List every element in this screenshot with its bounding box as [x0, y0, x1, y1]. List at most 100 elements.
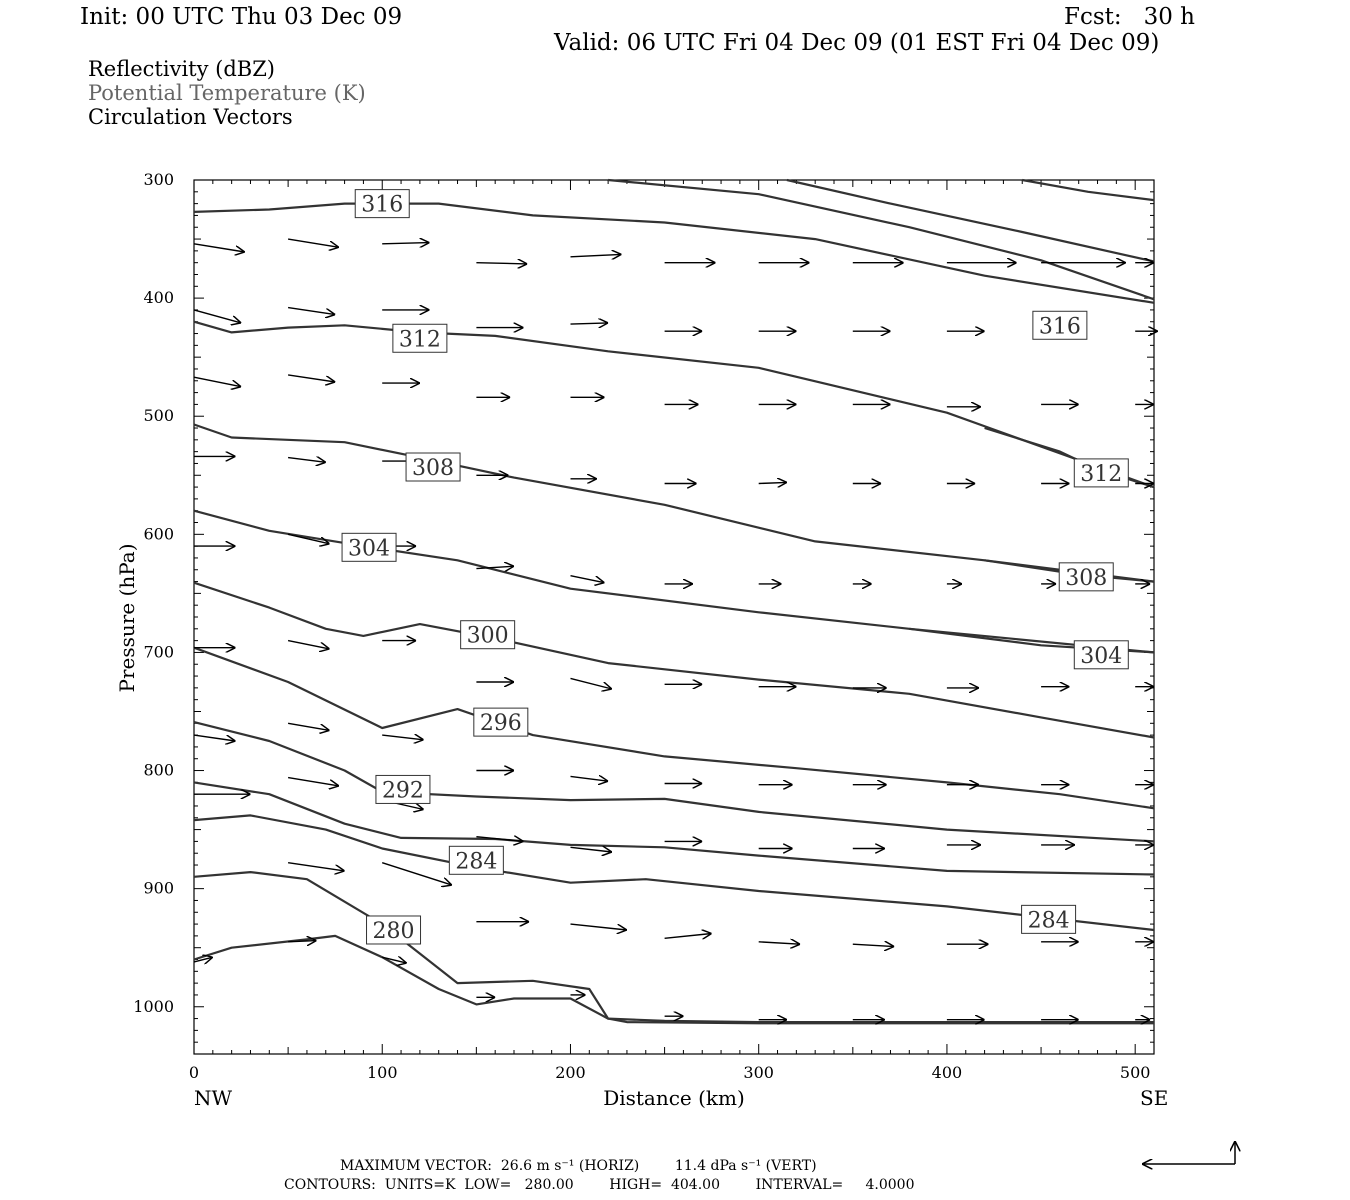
contour-label: 312	[399, 327, 441, 352]
theta-contour-line	[1022, 178, 1155, 202]
theta-contour-line	[193, 781, 1155, 876]
theta-contour-line	[193, 870, 1154, 1024]
circulation-vector	[570, 323, 609, 324]
theta-contour-line	[786, 178, 1155, 263]
contour-label-box	[473, 707, 529, 737]
contour-label-box	[1021, 904, 1077, 934]
circulation-vector	[287, 862, 345, 871]
contour-label: 308	[412, 456, 454, 481]
contour-label: 296	[480, 711, 522, 736]
circulation-vector	[287, 722, 329, 730]
contour-label: 284	[455, 849, 497, 874]
contour-label-box	[460, 620, 516, 650]
axis-ticks: 0 100 200 300 400 500 300 400 500 600 700 800 900 100…	[133, 170, 1155, 1082]
contour-label-box	[341, 532, 397, 562]
circulation-vector	[382, 243, 429, 244]
y-tick-label: 600	[143, 524, 174, 543]
circulation-vector	[287, 238, 339, 247]
axis-labels: Distance (km) NW SE Pressure (hPa)	[115, 544, 1168, 1110]
circulation-vector	[287, 533, 329, 544]
x-axis-right-label: SE	[1140, 1086, 1168, 1110]
circulation-vector	[382, 957, 407, 963]
circulation-vector	[758, 942, 800, 944]
init-time: Init: 00 UTC Thu 03 Dec 09	[80, 4, 403, 30]
forecast-hour: Fcst: 30 h	[1064, 4, 1195, 30]
contour-label: 304	[1080, 644, 1122, 669]
circulation-vector	[570, 847, 612, 852]
x-tick-label: 200	[555, 1063, 586, 1082]
theta-contour-line	[193, 509, 1155, 654]
contour-label-box	[366, 915, 422, 945]
circulation-vector	[570, 776, 609, 781]
circulation-vector	[476, 837, 523, 842]
valid-time: Valid: 06 UTC Fri 04 Dec 09 (01 EST Fri …	[554, 30, 1160, 56]
contour-label: 304	[348, 536, 390, 561]
contour-label: 316	[361, 193, 403, 218]
circulation-vector	[288, 941, 316, 942]
circulation-vector	[193, 376, 241, 387]
theta-contour-line	[193, 581, 1155, 739]
circulation-vector	[476, 566, 514, 568]
y-tick-label: 300	[143, 170, 174, 189]
theta-contour-line	[193, 423, 1155, 583]
contour-label: 300	[467, 624, 509, 649]
contour-label-box	[354, 189, 410, 219]
circulation-vector	[287, 374, 335, 382]
contour-label-box	[375, 774, 431, 804]
contour-label: 312	[1080, 462, 1122, 487]
theta-contour-line	[193, 721, 1155, 843]
theta-contour-line	[193, 646, 1155, 810]
contour-label: 280	[373, 919, 415, 944]
theta-contour-line	[607, 178, 1155, 301]
theta-contours	[193, 178, 1155, 1025]
circulation-vector	[193, 734, 235, 741]
circulation-vector	[288, 458, 326, 463]
circulation-vector	[287, 639, 329, 649]
plot-frame	[193, 179, 1155, 1055]
contour-label: 316	[1039, 314, 1081, 339]
contour-label-box	[1058, 562, 1114, 592]
x-tick-label: 500	[1120, 1063, 1151, 1082]
theta-contour-line	[193, 814, 1155, 932]
circulation-vector	[852, 944, 894, 946]
reference-vector	[1142, 1141, 1235, 1164]
y-tick-label: 700	[143, 642, 174, 661]
circulation-vector	[476, 263, 527, 264]
contour-label-box	[1073, 640, 1129, 670]
x-tick-label: 300	[743, 1063, 774, 1082]
circulation-vector	[570, 923, 627, 930]
circulation-vector	[287, 776, 339, 786]
contour-labels: 316 316 312 312 308 308 304 304 300 296 292 284 284 2…	[341, 189, 1129, 945]
theta-contour-line	[193, 202, 1155, 304]
legend-reflectivity: Reflectivity (dBZ)	[88, 57, 276, 81]
x-tick-label: 400	[932, 1063, 963, 1082]
contour-label-box	[1073, 458, 1129, 488]
contour-label: 284	[1028, 908, 1070, 933]
theta-contour-line	[193, 320, 1155, 489]
circulation-vector	[570, 254, 622, 256]
circulation-vector	[381, 862, 452, 885]
contour-label-box	[405, 452, 461, 482]
y-tick-label: 800	[143, 761, 174, 780]
circulation-vector	[758, 482, 787, 483]
x-tick-label: 0	[189, 1063, 199, 1082]
circulation-vector	[287, 306, 335, 315]
x-tick-label: 100	[367, 1063, 398, 1082]
circulation-vector	[193, 243, 245, 252]
contour-label-box	[1032, 310, 1088, 340]
x-axis-title: Distance (km)	[603, 1086, 745, 1110]
y-tick-label: 400	[143, 288, 174, 307]
contour-label-box	[448, 845, 504, 875]
circulation-vectors	[193, 238, 1158, 1020]
contour-label: 308	[1065, 566, 1107, 591]
y-tick-label: 500	[143, 406, 174, 425]
theta-contour-line	[193, 934, 1154, 1025]
contour-label-box	[392, 323, 448, 353]
y-tick-label: 900	[143, 879, 174, 898]
circulation-vector	[570, 575, 605, 583]
legend-potential-temperature: Potential Temperature (K)	[88, 81, 366, 105]
circulation-vector	[193, 309, 241, 323]
y-tick-label: 1000	[133, 997, 174, 1016]
circulation-vector	[382, 735, 423, 740]
